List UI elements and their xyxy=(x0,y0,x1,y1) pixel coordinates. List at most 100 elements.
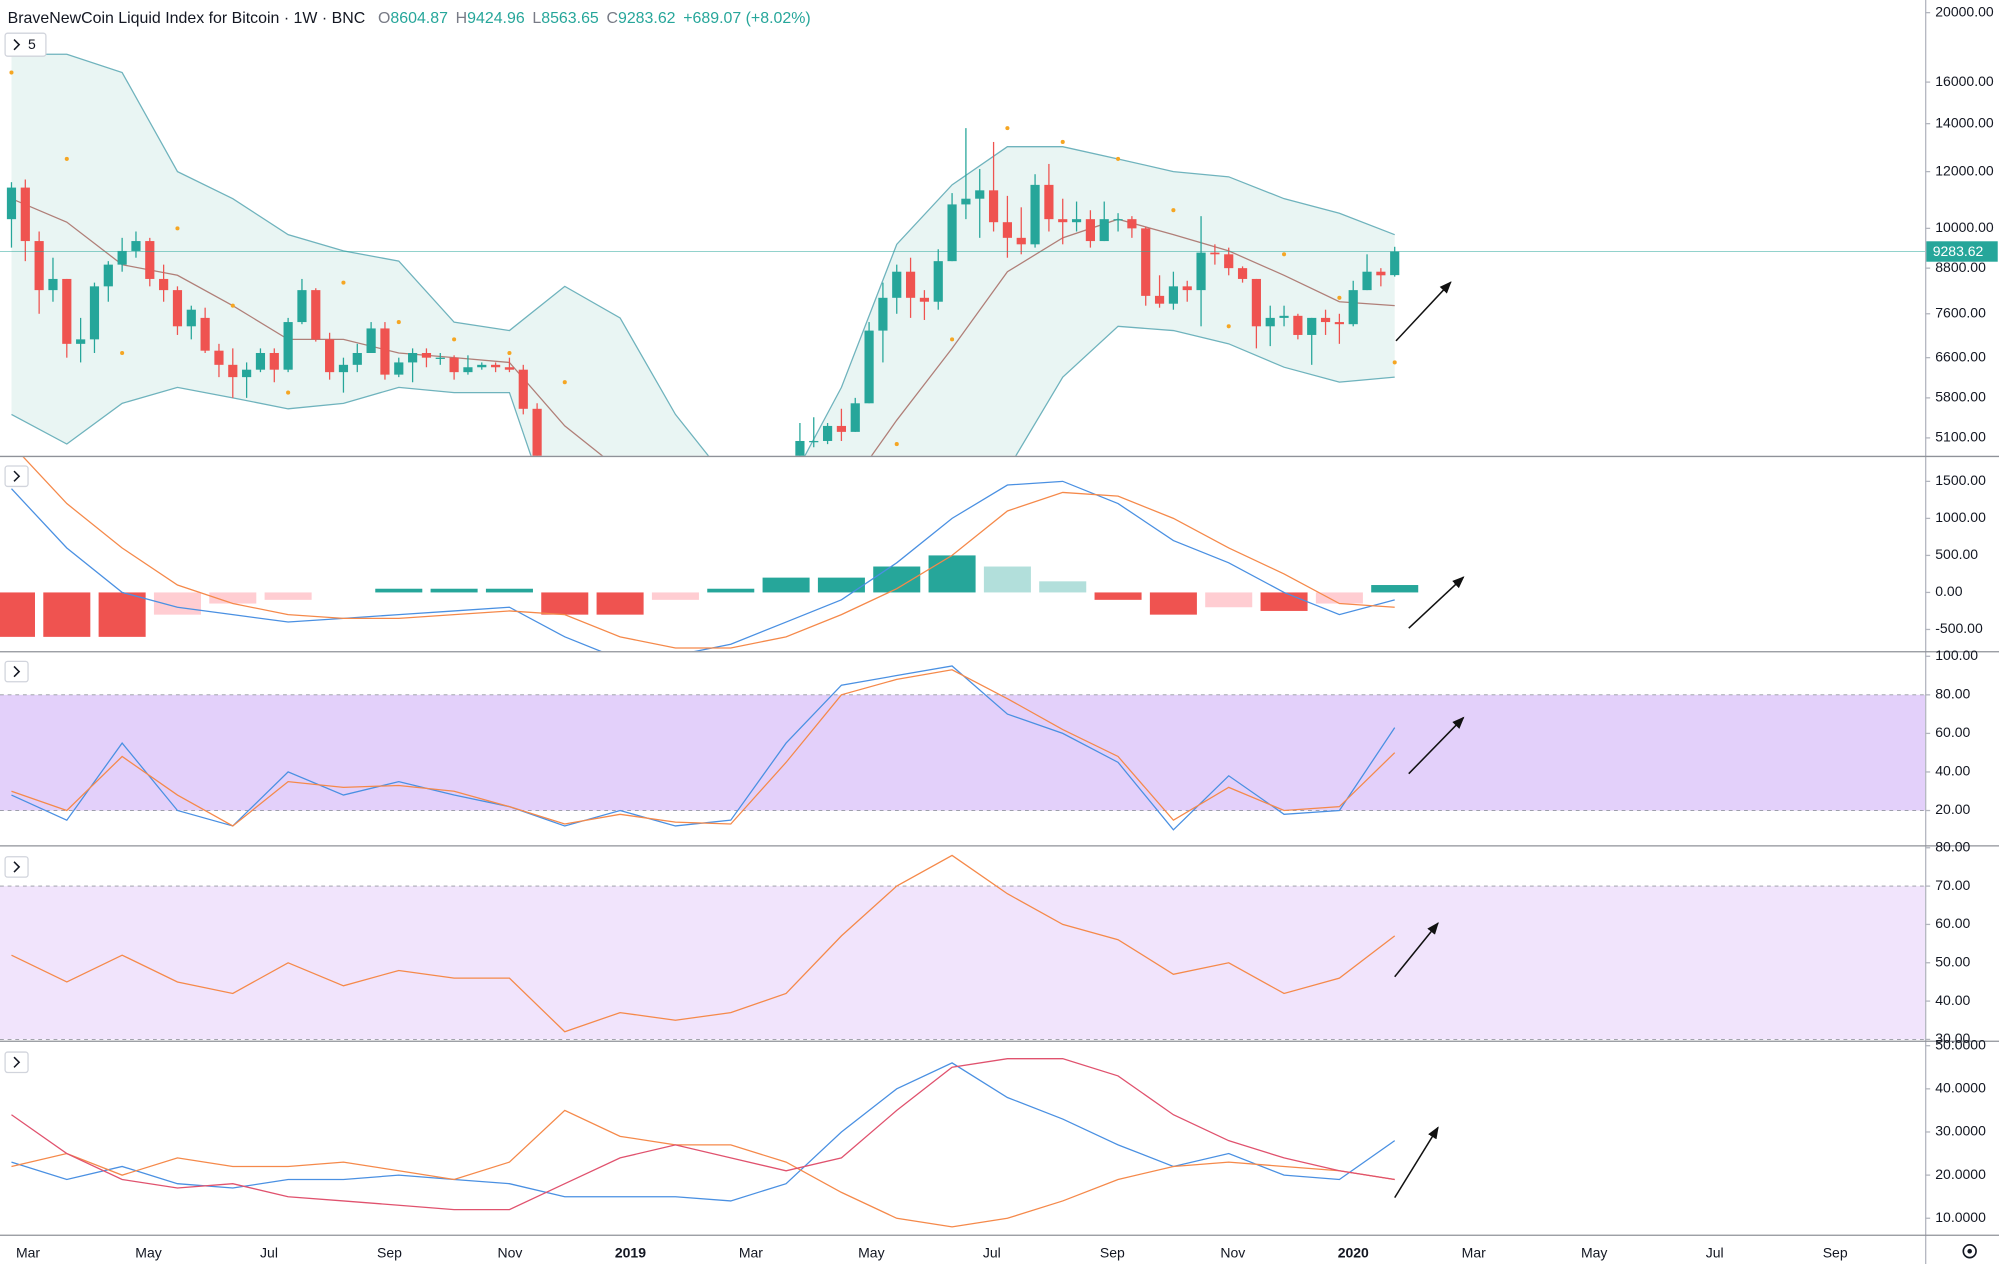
y-tick-label: 10000.00 xyxy=(1935,219,1994,235)
candle-body xyxy=(919,297,929,302)
candle-body xyxy=(297,290,307,323)
x-tick-label: 2020 xyxy=(1338,1244,1369,1260)
candle-body xyxy=(491,364,501,368)
pane-toggle[interactable] xyxy=(4,856,29,878)
low-value: 8563.65 xyxy=(541,10,599,27)
y-tick-label: 20000.00 xyxy=(1935,3,1994,19)
button-label: 5 xyxy=(28,36,36,52)
candle-body xyxy=(20,187,30,242)
histogram-bar xyxy=(928,555,976,593)
chevron-icon xyxy=(13,39,21,51)
candle-body xyxy=(1071,219,1082,223)
annotation-arrow xyxy=(1408,716,1465,775)
candle-body xyxy=(1293,315,1303,335)
candle-body xyxy=(1390,251,1400,276)
pane-toggle[interactable] xyxy=(4,660,29,683)
annotation-arrow xyxy=(1395,281,1452,342)
candle-body xyxy=(172,290,183,327)
candle-body xyxy=(878,297,888,331)
histogram-bar xyxy=(1094,592,1142,600)
chevron-icon xyxy=(13,665,21,678)
plot-layer xyxy=(0,53,1926,1228)
band-fill xyxy=(0,886,1926,1040)
candle-body xyxy=(1030,184,1040,245)
ohlc-label: C xyxy=(606,10,618,27)
histogram-bar xyxy=(430,588,478,593)
histogram-bar xyxy=(1039,581,1087,593)
y-tick-label: 60.00 xyxy=(1935,915,1970,931)
candle-body xyxy=(1016,237,1026,245)
histogram-bar xyxy=(596,592,644,615)
indicator-line xyxy=(22,457,1395,649)
candle-body xyxy=(1237,268,1248,279)
settings-button[interactable] xyxy=(1962,1244,1977,1259)
candle-body xyxy=(892,271,902,298)
sar-dot xyxy=(9,70,14,75)
candle-body xyxy=(366,328,376,353)
x-tick-label: May xyxy=(858,1244,884,1260)
sar-dot xyxy=(1282,252,1287,257)
sar-dot xyxy=(175,226,180,231)
histogram-bar xyxy=(541,592,589,615)
x-tick-label: Mar xyxy=(739,1244,763,1260)
chevron-icon xyxy=(13,1056,21,1068)
candle-body xyxy=(62,278,72,344)
candle-body xyxy=(1348,290,1358,325)
histogram-bar xyxy=(983,566,1031,593)
histogram-bar xyxy=(0,592,35,637)
y-tick-label: 16000.00 xyxy=(1935,73,1994,89)
indicator-line xyxy=(11,480,1395,652)
candle-body xyxy=(988,190,999,223)
candle-body xyxy=(905,271,916,298)
y-tick-label: 80.00 xyxy=(1935,838,1970,854)
y-tick-label: 8800.00 xyxy=(1935,259,1986,275)
button-box[interactable] xyxy=(4,32,47,57)
y-tick-label: 10.0000 xyxy=(1935,1209,1986,1225)
indicators-button[interactable]: 5 xyxy=(4,32,47,57)
y-tick-label: 30.00 xyxy=(1935,1030,1970,1046)
candle-body xyxy=(933,261,943,302)
candle-body xyxy=(159,278,169,291)
histogram-bar xyxy=(375,588,423,593)
button-box[interactable] xyxy=(4,1051,29,1074)
candle-body xyxy=(961,198,971,205)
candle-body xyxy=(421,352,432,358)
sar-dot xyxy=(120,350,125,356)
y-tick-label: 500.00 xyxy=(1935,546,1978,562)
candle-body xyxy=(532,408,542,456)
candle-body xyxy=(809,440,819,443)
x-tick-label: Nov xyxy=(497,1244,522,1260)
candle-body xyxy=(947,204,957,262)
y-tick-label: 40.00 xyxy=(1935,763,1970,779)
candle-body xyxy=(325,339,335,373)
x-tick-label: Mar xyxy=(16,1244,40,1260)
pane-toggle[interactable] xyxy=(4,465,29,488)
annotation-arrow xyxy=(1408,576,1465,629)
histogram-bar xyxy=(153,592,201,615)
button-box[interactable] xyxy=(4,465,29,488)
y-tick-label: 60.00 xyxy=(1935,724,1970,740)
candle-body xyxy=(477,364,487,368)
candle-body xyxy=(504,367,515,370)
x-tick-label: Sep xyxy=(377,1244,402,1260)
last-price-tag xyxy=(1926,241,1998,262)
candle-body xyxy=(1182,286,1192,291)
sar-dot xyxy=(1392,360,1397,365)
gear-icon[interactable] xyxy=(1962,1244,1977,1259)
indicator-line xyxy=(11,1058,1395,1211)
candle-body xyxy=(200,317,210,351)
candle-body xyxy=(1334,322,1344,325)
candle-body xyxy=(408,352,418,363)
button-box[interactable] xyxy=(4,660,29,683)
y-tick-label: 80.00 xyxy=(1935,686,1970,702)
candle-body xyxy=(117,250,127,265)
candle-body xyxy=(103,264,113,287)
y-tick-label: 50.0000 xyxy=(1935,1036,1986,1052)
sar-dot xyxy=(286,390,291,395)
sar-dot xyxy=(950,337,955,342)
indicator-line xyxy=(11,1062,1396,1202)
candle-body xyxy=(283,322,293,370)
button-box[interactable] xyxy=(4,856,29,878)
pane-toggle[interactable] xyxy=(4,1051,29,1074)
